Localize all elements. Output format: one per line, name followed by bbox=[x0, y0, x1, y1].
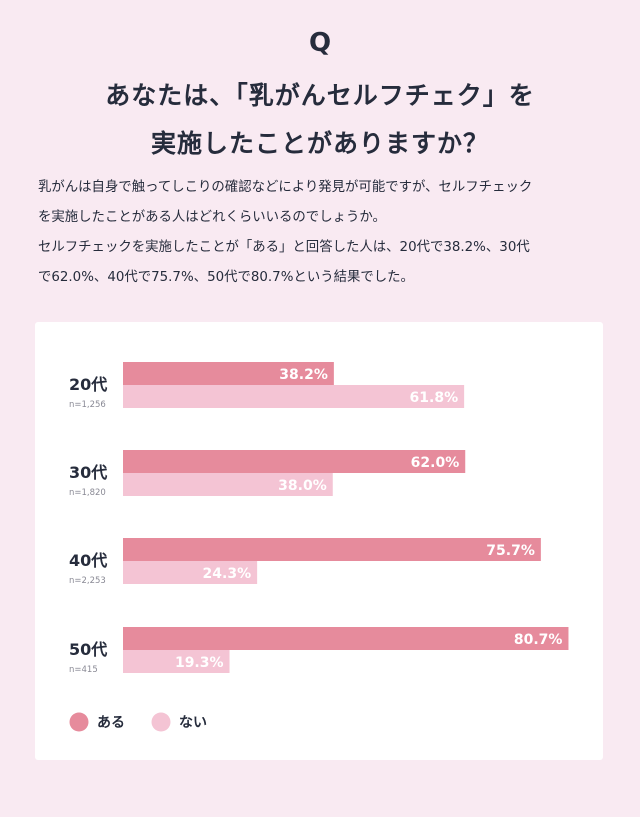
bar-value-label: 19.3% bbox=[175, 655, 224, 671]
age-label: 50代 bbox=[69, 640, 107, 659]
sample-size-label: n=2,253 bbox=[69, 576, 106, 586]
legend-label: ない bbox=[179, 715, 207, 731]
description: 乳がんは自身で触ってしこりの確認などにより発見が可能ですが、セルフチェック を実… bbox=[38, 173, 608, 293]
age-label: 20代 bbox=[69, 375, 107, 394]
bar-nai bbox=[123, 473, 333, 496]
bar-aru bbox=[123, 627, 569, 650]
bar-value-label: 38.2% bbox=[279, 367, 328, 383]
title-line-2: 実施したことがありますか？ bbox=[150, 129, 489, 158]
sample-size-label: n=1,256 bbox=[69, 400, 106, 410]
bar-aru bbox=[123, 362, 334, 385]
bar-value-label: 24.3% bbox=[203, 566, 252, 582]
bar-aru bbox=[123, 538, 541, 561]
title-line-1: あなたは、「乳がんセルフチェク」を bbox=[105, 81, 535, 110]
description-line-4: で62.0%、40代で75.7%、50代で80.7%という結果でした。 bbox=[38, 270, 414, 285]
bar-value-label: 61.8% bbox=[410, 390, 459, 406]
legend-swatch-aru bbox=[69, 712, 89, 732]
bar-aru bbox=[123, 450, 466, 473]
bar-value-label: 38.0% bbox=[278, 478, 327, 494]
page-title: あなたは、「乳がんセルフチェク」を 実施したことがありますか？ bbox=[0, 72, 640, 168]
bar-nai bbox=[123, 385, 465, 408]
bar-chart: 20代 n=1,256 38.2% 61.8% 30代 n=1,820 62.0% 38.0%… bbox=[69, 362, 569, 732]
description-line-1: 乳がんは自身で触ってしこりの確認などにより発見が可能ですが、セルフチェック bbox=[38, 180, 533, 195]
legend-swatch-nai bbox=[151, 712, 171, 732]
age-label: 40代 bbox=[69, 551, 107, 570]
age-label: 30代 bbox=[69, 463, 107, 482]
sample-size-label: n=1,820 bbox=[69, 488, 106, 498]
chart-card: 20代 n=1,256 38.2% 61.8% 30代 n=1,820 62.0% 38.0%… bbox=[35, 322, 603, 760]
bar-value-label: 80.7% bbox=[514, 632, 563, 648]
description-line-2: を実施したことがある人はどれくらいいるのでしょうか。 bbox=[38, 210, 386, 225]
sample-size-label: n=415 bbox=[69, 665, 98, 675]
question-mark: Q bbox=[308, 28, 332, 58]
bar-nai bbox=[123, 561, 258, 584]
bar-nai bbox=[123, 650, 230, 673]
legend-label: ある bbox=[97, 715, 125, 731]
bar-value-label: 75.7% bbox=[486, 543, 535, 559]
description-line-3: セルフチェックを実施したことが「ある」と回答した人は、20代で38.2%、30代 bbox=[38, 240, 530, 255]
bar-value-label: 62.0% bbox=[411, 455, 460, 471]
